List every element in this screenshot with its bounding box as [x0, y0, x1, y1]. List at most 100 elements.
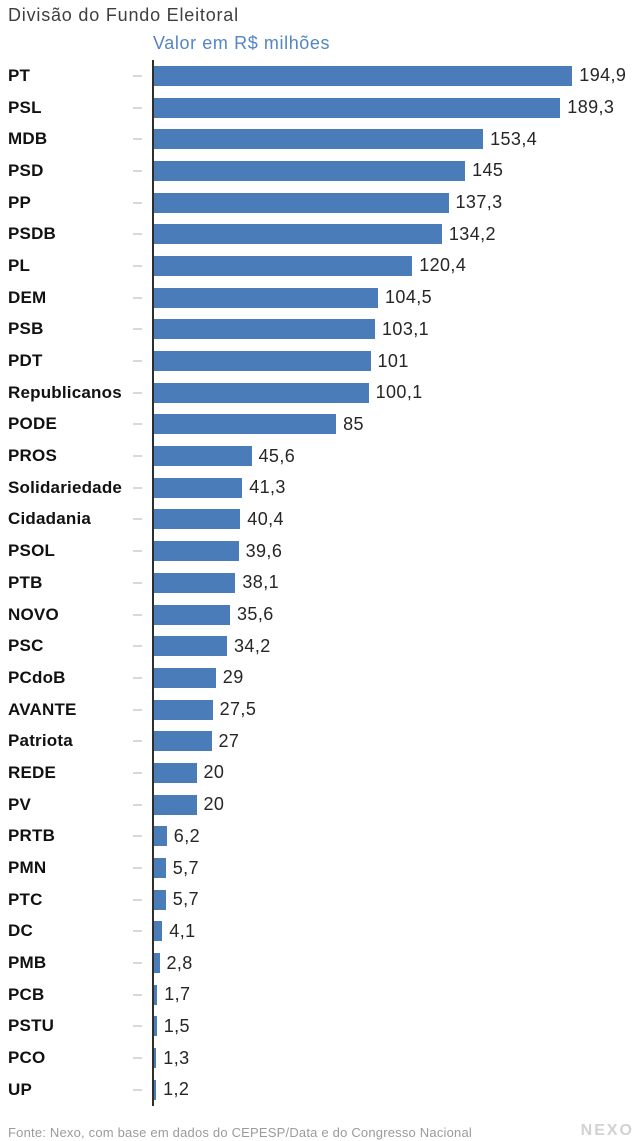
bar-track: 45,6: [153, 445, 640, 467]
value-label: 100,1: [375, 382, 423, 403]
page-title: Divisão do Fundo Eleitoral: [8, 5, 239, 25]
bar: [153, 65, 573, 86]
bar-row: PL 120,4: [0, 250, 640, 282]
tick-mark: [133, 423, 142, 426]
value-label: 2,8: [166, 952, 193, 973]
tick-mark: [133, 962, 142, 965]
bar: [153, 509, 241, 530]
value-label: 137,3: [455, 192, 503, 213]
bar: [153, 351, 371, 372]
value-label: 101: [377, 350, 409, 371]
bar-track: 145: [153, 160, 640, 181]
tick-mark: [133, 898, 142, 901]
tick-mark: [133, 106, 142, 109]
bar: [153, 826, 167, 847]
category-label: NOVO: [8, 604, 59, 624]
bar-track: 134,2: [153, 224, 640, 245]
bar-row: PTC 5,7: [0, 884, 640, 916]
bar-row: PROS 45,6: [0, 440, 640, 472]
bar-track: 5,7: [153, 889, 640, 910]
bar: [153, 1016, 157, 1037]
tick-mark: [133, 550, 142, 553]
tick-mark: [133, 296, 142, 299]
category-label: Cidadania: [8, 509, 92, 529]
value-label: 4,1: [169, 920, 196, 941]
bar-row: PSC 34,2: [0, 630, 640, 662]
bar-track: 1,2: [153, 1079, 640, 1100]
bar: [153, 667, 216, 688]
value-label: 27,5: [219, 699, 257, 720]
bar-track: 20: [153, 762, 640, 783]
bar-row: PSOL 39,6: [0, 535, 640, 567]
bar-track: 40,4: [153, 508, 640, 530]
bar: [153, 636, 227, 657]
tick-mark: [133, 708, 142, 711]
value-label: 5,7: [172, 889, 199, 910]
chart-rows: PT 194,9 PSL 189,3 MDB 153,4 PSD 145 PP 137,3 PSDB…: [0, 60, 640, 1106]
bar-row: PSD 145: [0, 155, 640, 187]
bar-row: PSTU 1,5: [0, 1011, 640, 1043]
value-label: 1,2: [163, 1079, 190, 1100]
bar: [153, 1048, 157, 1069]
value-label: 45,6: [258, 445, 296, 466]
bar-row: PODE 85: [0, 409, 640, 441]
bar-row: DC 4,1: [0, 916, 640, 948]
tick-mark: [133, 740, 142, 743]
bar-row: PP 137,3: [0, 187, 640, 219]
bar-row: UP 1,2: [0, 1074, 640, 1106]
tick-mark: [133, 328, 142, 331]
category-label: PCdoB: [8, 667, 66, 687]
bar-row: AVANTE 27,5: [0, 694, 640, 726]
bar: [153, 762, 197, 783]
tick-mark: [133, 1025, 142, 1028]
bar: [153, 921, 163, 942]
tick-mark: [133, 518, 142, 521]
category-label: AVANTE: [8, 699, 77, 719]
bar-track: 41,3: [153, 477, 640, 498]
bar-row: PDT 101: [0, 345, 640, 377]
bar: [153, 889, 166, 910]
bar: [153, 477, 243, 498]
value-label: 20: [203, 794, 225, 815]
category-label: DEM: [8, 287, 47, 307]
bar: [153, 572, 236, 593]
category-label: PCB: [8, 984, 45, 1004]
value-label: 40,4: [247, 508, 284, 529]
tick-mark: [133, 993, 142, 996]
bar-track: 39,6: [153, 541, 640, 562]
value-label: 1,3: [163, 1047, 190, 1068]
bar-track: 189,3: [153, 97, 640, 118]
bar-track: 27: [153, 731, 640, 752]
value-label: 34,2: [234, 635, 271, 656]
bar: [153, 287, 378, 308]
category-label: PSDB: [8, 224, 57, 244]
category-label: PTC: [8, 889, 43, 909]
bar-row: PTB 38,1: [0, 567, 640, 599]
category-label: PSL: [8, 97, 42, 117]
bar-track: 5,7: [153, 858, 640, 879]
bar-track: 153,4: [153, 129, 640, 150]
tick-mark: [133, 264, 142, 267]
value-label: 38,1: [242, 572, 280, 593]
bar-row: NOVO 35,6: [0, 599, 640, 631]
value-label: 1,5: [163, 1015, 190, 1036]
bar-row: PSDB 134,2: [0, 218, 640, 250]
category-label: PT: [8, 65, 31, 85]
bar: [153, 224, 442, 245]
category-label: PTB: [8, 572, 43, 592]
bar-row: PMB 2,8: [0, 947, 640, 979]
tick-mark: [133, 645, 142, 648]
bar: [153, 255, 413, 276]
bar-track: 4,1: [153, 920, 640, 942]
footer-source: Fonte: Nexo, com base em dados do CEPESP…: [8, 1125, 472, 1140]
tick-mark: [133, 455, 142, 458]
bar-track: 194,9: [153, 65, 640, 86]
bar: [153, 160, 466, 181]
tick-mark: [133, 1088, 142, 1091]
category-label: PL: [8, 255, 31, 275]
category-label: PMN: [8, 858, 47, 878]
category-label: Solidariedade: [8, 477, 123, 497]
tick-mark: [133, 676, 142, 679]
bar-row: DEM 104,5: [0, 282, 640, 314]
bar-row: PCB 1,7: [0, 979, 640, 1011]
